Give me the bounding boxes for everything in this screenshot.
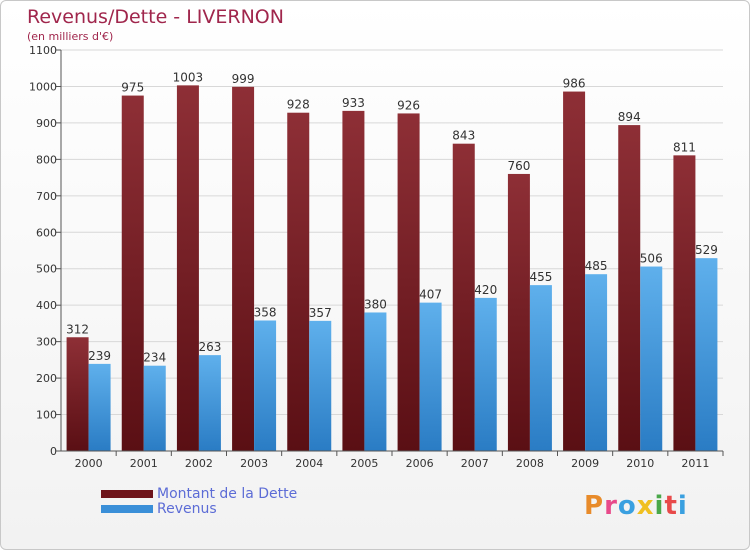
logo-letter: r bbox=[604, 491, 618, 521]
bar-revenue bbox=[254, 320, 277, 451]
data-label-revenue: 234 bbox=[143, 351, 166, 365]
data-label-revenue: 506 bbox=[640, 252, 663, 266]
data-label-revenue: 380 bbox=[364, 297, 387, 311]
y-tick-label: 900 bbox=[36, 117, 57, 130]
y-tick-label: 0 bbox=[50, 445, 57, 458]
data-label-debt: 843 bbox=[452, 129, 475, 143]
y-tick-label: 100 bbox=[36, 409, 57, 422]
bar-debt bbox=[66, 337, 89, 451]
x-tick-label: 2011 bbox=[681, 457, 709, 470]
x-tick-label: 2008 bbox=[516, 457, 544, 470]
bar-debt bbox=[563, 91, 586, 452]
proxiti-logo: Proxiti bbox=[584, 491, 688, 521]
y-tick-label: 700 bbox=[36, 190, 57, 203]
data-label-revenue: 358 bbox=[254, 305, 277, 319]
data-label-revenue: 529 bbox=[695, 243, 718, 257]
data-label-debt: 894 bbox=[618, 110, 641, 124]
x-tick-label: 2007 bbox=[461, 457, 489, 470]
bar-debt bbox=[121, 95, 144, 452]
bar-revenue bbox=[198, 355, 221, 451]
bar-revenue bbox=[640, 266, 663, 451]
x-tick-label: 2005 bbox=[350, 457, 378, 470]
logo-letter: o bbox=[617, 491, 637, 521]
logo-letter: P bbox=[584, 491, 605, 521]
data-label-revenue: 455 bbox=[529, 270, 552, 284]
x-tick-label: 2001 bbox=[130, 457, 158, 470]
bar-revenue bbox=[529, 285, 552, 451]
x-tick-label: 2006 bbox=[406, 457, 434, 470]
bar-revenue bbox=[419, 302, 442, 451]
bar-revenue bbox=[364, 312, 387, 451]
legend-label-revenue: Revenus bbox=[157, 501, 217, 517]
chart-title: Revenus/Dette - LIVERNON bbox=[27, 6, 284, 28]
y-tick-label: 800 bbox=[36, 153, 57, 166]
bar-debt bbox=[507, 173, 530, 452]
y-tick-label: 500 bbox=[36, 263, 57, 276]
data-label-revenue: 263 bbox=[198, 340, 221, 354]
bar-debt bbox=[176, 85, 199, 452]
data-label-debt: 928 bbox=[287, 98, 310, 112]
x-tick-label: 2004 bbox=[295, 457, 323, 470]
x-tick-label: 2002 bbox=[185, 457, 213, 470]
logo-letter: i bbox=[677, 491, 688, 521]
data-label-debt: 999 bbox=[232, 72, 255, 86]
bar-debt bbox=[673, 155, 696, 451]
data-label-debt: 811 bbox=[673, 140, 696, 154]
data-label-revenue: 239 bbox=[88, 349, 111, 363]
data-label-debt: 986 bbox=[563, 77, 586, 91]
bar-revenue bbox=[143, 365, 166, 451]
logo-letter: i bbox=[654, 491, 665, 521]
legend-swatch-debt bbox=[101, 490, 153, 498]
bar-debt bbox=[618, 125, 641, 451]
data-label-revenue: 357 bbox=[309, 306, 332, 320]
bar-debt bbox=[452, 143, 475, 452]
logo-letter: x bbox=[636, 491, 655, 521]
y-tick-label: 400 bbox=[36, 299, 57, 312]
legend-item-revenue: Revenus bbox=[101, 501, 217, 517]
bar-debt bbox=[342, 110, 365, 451]
chart-subtitle: (en milliers d'€) bbox=[27, 30, 114, 43]
x-tick-label: 2003 bbox=[240, 457, 268, 470]
bar-revenue bbox=[474, 297, 497, 451]
data-label-debt: 926 bbox=[397, 98, 420, 112]
bar-revenue bbox=[88, 363, 111, 451]
data-label-debt: 312 bbox=[66, 322, 89, 336]
x-tick-label: 2010 bbox=[626, 457, 654, 470]
data-label-debt: 760 bbox=[507, 159, 530, 173]
data-label-revenue: 485 bbox=[585, 259, 608, 273]
y-tick-label: 200 bbox=[36, 372, 57, 385]
x-tick-label: 2009 bbox=[571, 457, 599, 470]
data-label-revenue: 420 bbox=[474, 283, 497, 297]
bar-debt bbox=[232, 86, 255, 451]
logo-letter: t bbox=[664, 491, 678, 521]
data-label-debt: 1003 bbox=[173, 70, 204, 84]
bar-revenue bbox=[309, 320, 332, 451]
bar-revenue bbox=[585, 274, 608, 451]
legend-item-debt: Montant de la Dette bbox=[101, 486, 298, 502]
bar-debt bbox=[287, 112, 310, 452]
legend-swatch-revenue bbox=[101, 505, 153, 513]
bar-revenue bbox=[695, 258, 718, 451]
data-label-debt: 933 bbox=[342, 96, 365, 110]
data-label-revenue: 407 bbox=[419, 288, 442, 302]
y-tick-label: 300 bbox=[36, 336, 57, 349]
y-tick-label: 1000 bbox=[29, 80, 57, 93]
legend-label-debt: Montant de la Dette bbox=[157, 486, 298, 502]
x-tick-label: 2000 bbox=[75, 457, 103, 470]
y-tick-label: 600 bbox=[36, 226, 57, 239]
bar-debt bbox=[397, 113, 420, 451]
y-tick-label: 1100 bbox=[29, 44, 57, 57]
data-label-debt: 975 bbox=[121, 81, 144, 95]
